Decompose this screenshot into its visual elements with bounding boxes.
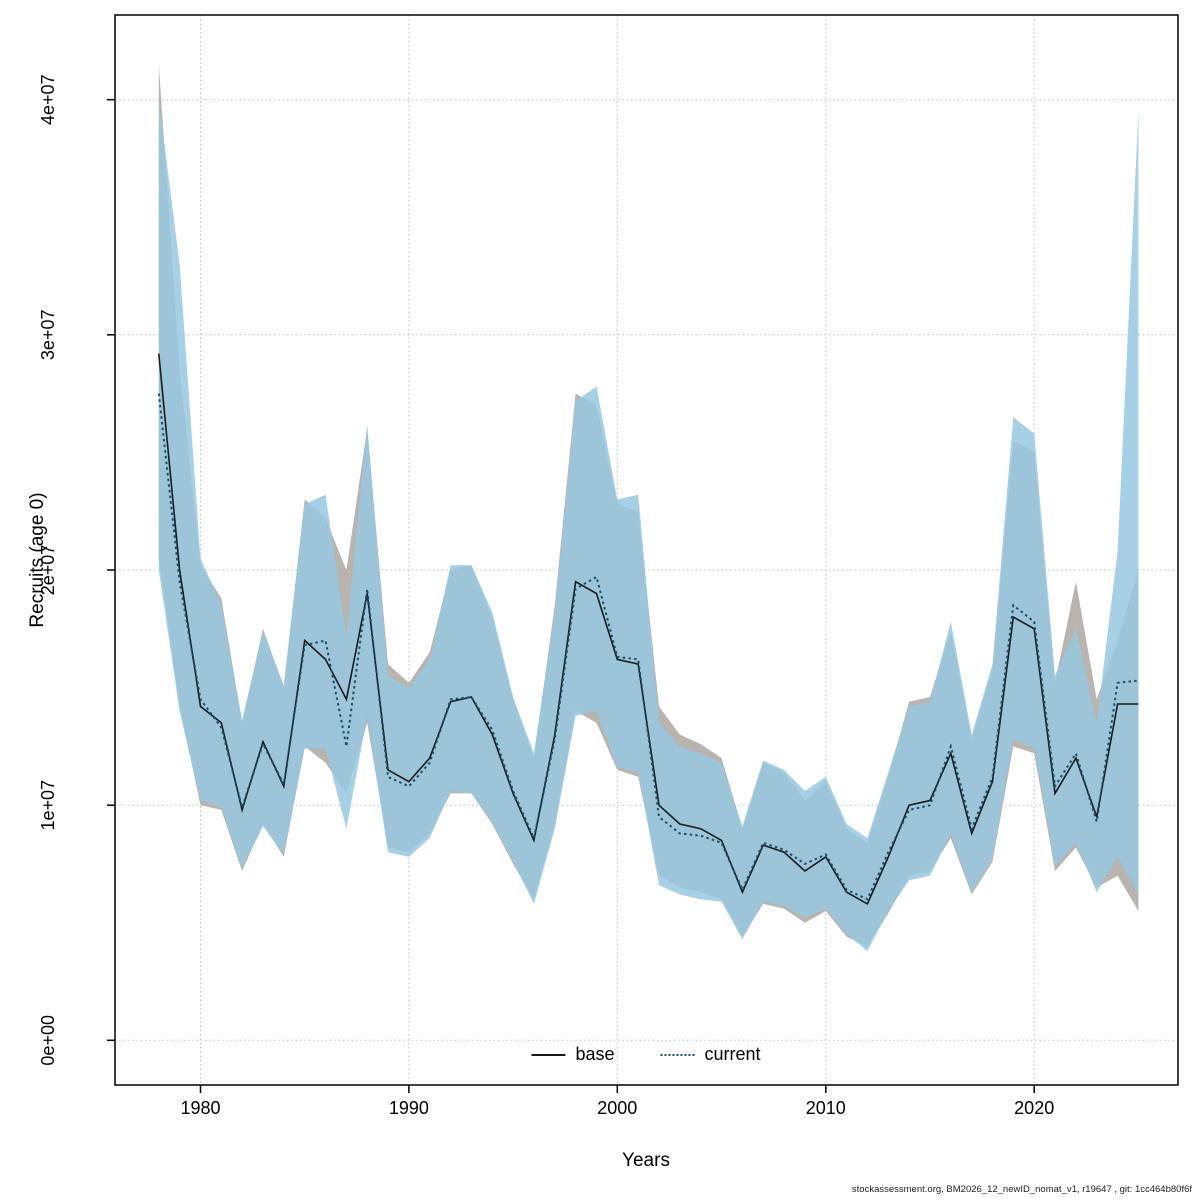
plot-border: [114, 14, 1179, 1086]
y-tick-label: 4e+07: [38, 74, 58, 125]
y-axis-title: Recruits (age 0): [27, 492, 48, 628]
footer-attribution: stockassessment.org, BM2026_12_newID_nom…: [851, 1184, 1192, 1195]
x-tick-label: 1980: [180, 1098, 220, 1118]
y-tick-label: 3e+07: [38, 310, 58, 361]
legend-label-base: base: [575, 1044, 615, 1064]
legend-item-base: base: [531, 1044, 615, 1065]
legend-label-current: current: [704, 1044, 761, 1064]
legend: base current: [531, 1044, 761, 1065]
current-line-swatch: [660, 1053, 695, 1056]
x-tick-label: 2000: [597, 1098, 637, 1118]
current-line: [157, 393, 1139, 901]
base-line-swatch: [531, 1053, 566, 1056]
x-tick-label: 1990: [389, 1098, 429, 1118]
y-tick-label: 1e+07: [38, 780, 58, 831]
y-tick-label: 2e+07: [38, 545, 58, 596]
legend-item-current: current: [660, 1044, 761, 1065]
y-tick-label: 0e+00: [38, 1015, 58, 1066]
x-tick-label: 2020: [1014, 1098, 1054, 1118]
x-tick-label: 2010: [806, 1098, 846, 1118]
x-axis-title: Years: [622, 1150, 670, 1171]
confidence-band-current: [158, 99, 1139, 951]
